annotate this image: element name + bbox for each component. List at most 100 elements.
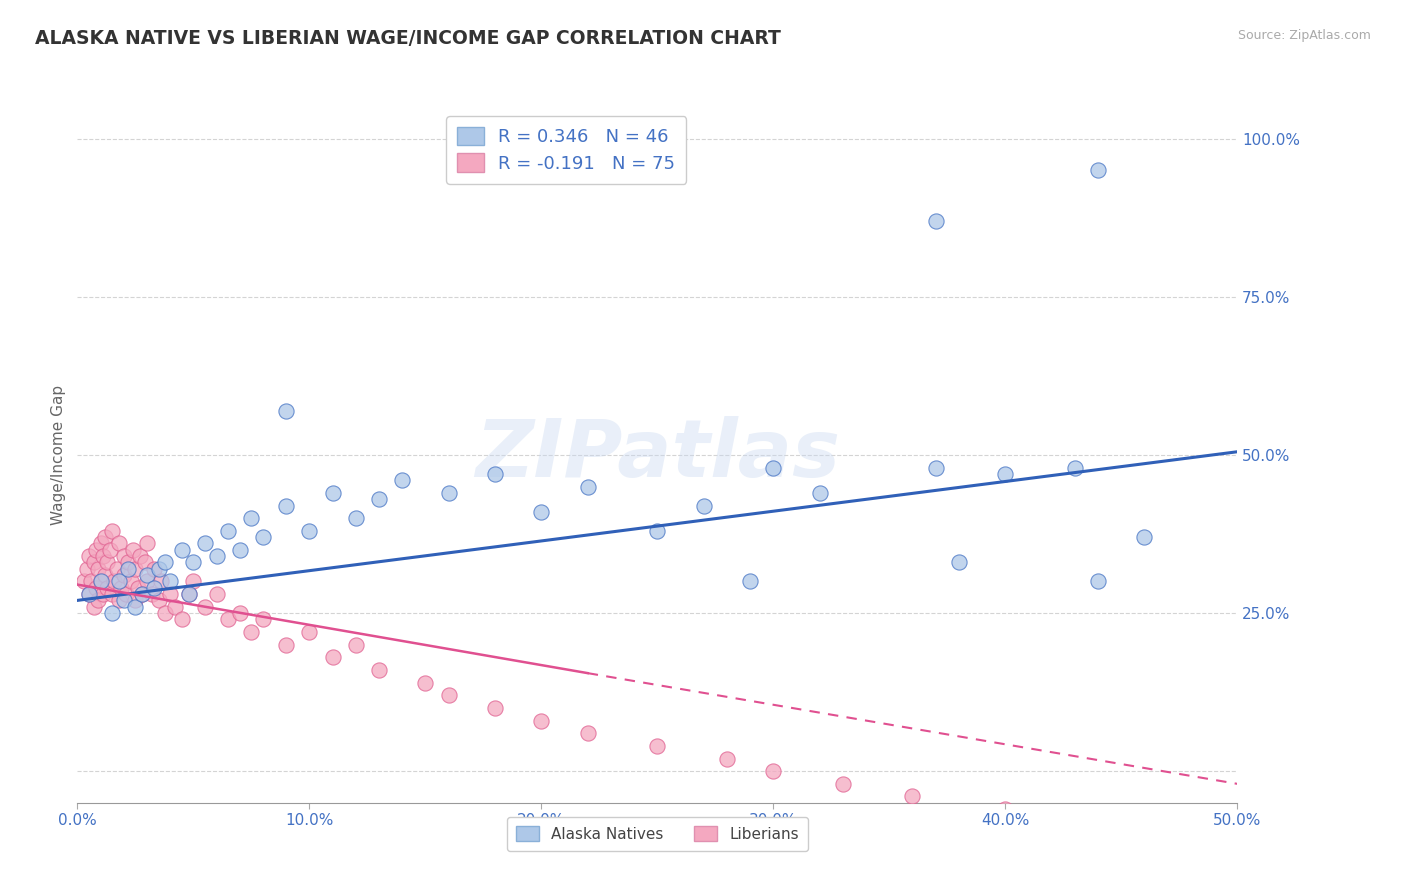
Point [274,403,298,417]
Point [530,505,553,519]
Point [368,492,391,507]
Point [87,593,110,607]
Point [148,562,170,576]
Legend: Alaska Natives, Liberians: Alaska Natives, Liberians [506,816,808,851]
Text: ZIPatlas: ZIPatlas [475,416,839,494]
Point [344,638,367,652]
Point [83,599,105,614]
Point [117,556,139,570]
Point [91,549,114,563]
Point [155,606,177,620]
Point [77,587,100,601]
Point [98,542,121,557]
Point [124,593,146,607]
Point [647,739,669,753]
Point [142,581,165,595]
Point [129,549,152,563]
Point [112,593,135,607]
Point [740,574,762,589]
Point [90,574,111,589]
Point [122,542,145,557]
Point [96,581,118,595]
Point [344,511,367,525]
Point [83,556,105,570]
Point [576,479,599,493]
Point [115,587,138,601]
Point [391,473,413,487]
Point [183,574,205,589]
Point [321,486,344,500]
Point [1087,574,1109,589]
Point [1133,827,1156,841]
Point [240,625,263,640]
Point [576,726,599,740]
Point [217,524,239,538]
Point [112,568,135,582]
Point [1087,163,1109,178]
Point [832,777,855,791]
Point [73,574,96,589]
Point [127,581,149,595]
Point [647,524,669,538]
Point [131,587,153,601]
Point [91,587,114,601]
Point [101,524,124,538]
Point [135,574,157,589]
Point [437,688,460,702]
Point [994,802,1017,816]
Text: Source: ZipAtlas.com: Source: ZipAtlas.com [1237,29,1371,42]
Point [1063,814,1085,829]
Point [148,593,170,607]
Point [84,542,107,557]
Point [413,675,436,690]
Point [228,606,252,620]
Point [437,486,460,500]
Point [103,574,125,589]
Point [252,530,274,544]
Point [252,612,274,626]
Point [142,562,165,576]
Point [101,587,124,601]
Point [948,556,970,570]
Point [716,751,738,765]
Point [135,568,157,582]
Point [194,536,217,550]
Point [77,587,100,601]
Point [228,542,252,557]
Point [141,587,163,601]
Point [77,549,100,563]
Point [177,587,200,601]
Point [101,606,124,620]
Point [762,460,785,475]
Point [901,789,924,804]
Point [693,499,716,513]
Point [177,587,200,601]
Point [134,556,156,570]
Point [105,562,128,576]
Point [205,587,228,601]
Point [368,663,391,677]
Point [1063,460,1085,475]
Point [530,714,553,728]
Point [84,581,107,595]
Point [108,593,131,607]
Point [159,587,181,601]
Point [135,536,157,550]
Point [170,612,193,626]
Point [484,701,506,715]
Text: ALASKA NATIVE VS LIBERIAN WAGE/INCOME GAP CORRELATION CHART: ALASKA NATIVE VS LIBERIAN WAGE/INCOME GA… [35,29,780,47]
Point [1133,530,1156,544]
Point [80,574,103,589]
Point [76,562,98,576]
Point [124,562,146,576]
Point [96,556,118,570]
Point [205,549,228,563]
Point [274,499,298,513]
Point [484,467,506,481]
Point [298,625,321,640]
Point [321,650,344,665]
Point [90,536,111,550]
Y-axis label: Wage/Income Gap: Wage/Income Gap [51,384,66,525]
Point [217,612,239,626]
Point [155,556,177,570]
